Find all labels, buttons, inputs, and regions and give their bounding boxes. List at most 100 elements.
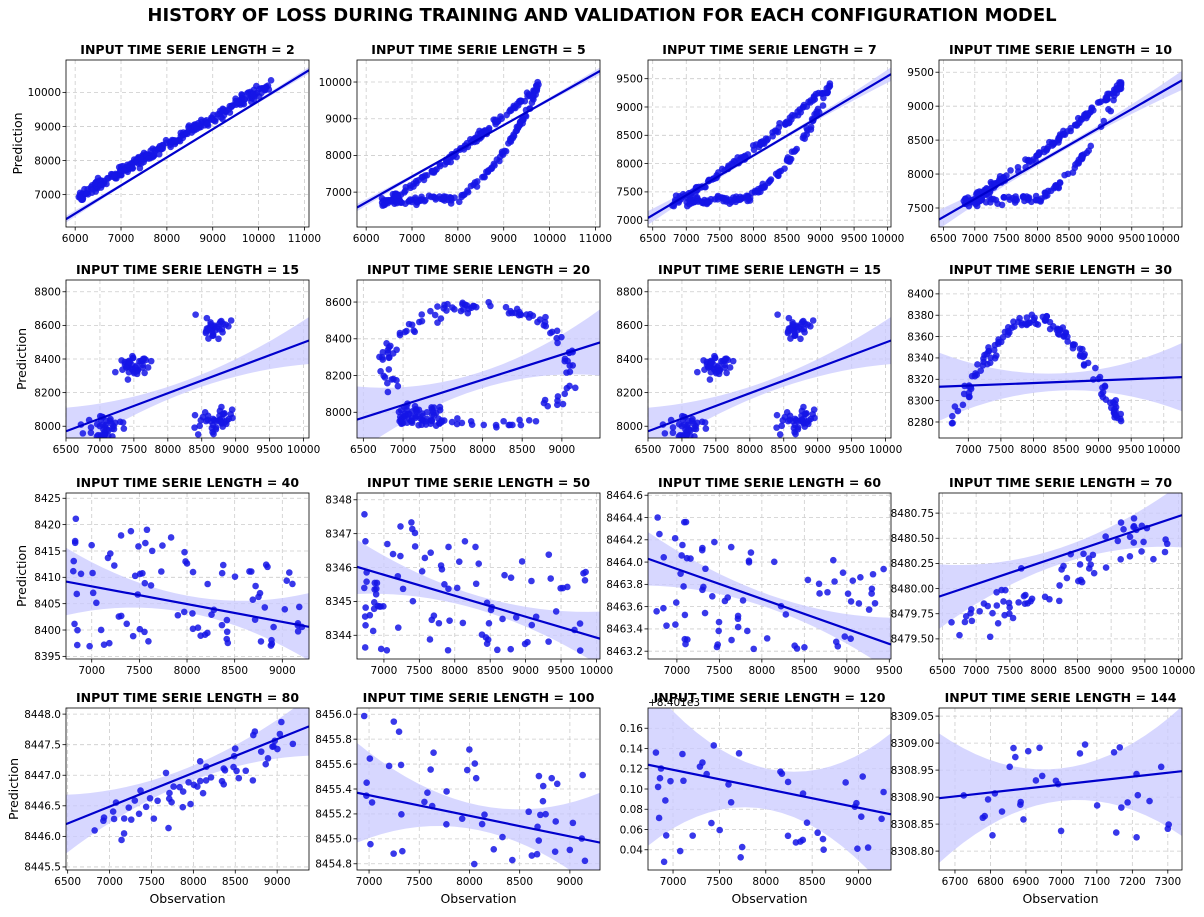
- data-point: [281, 606, 289, 613]
- data-point: [984, 602, 992, 610]
- axes-frame: [938, 492, 1183, 660]
- data-point: [951, 403, 959, 410]
- x-tick-label: 7500: [993, 233, 1020, 245]
- data-point: [444, 646, 452, 654]
- y-tick-label: 8455.0: [315, 834, 352, 846]
- data-point: [518, 558, 526, 565]
- x-tick-label: 7500: [706, 233, 733, 245]
- x-tick-label: 8500: [221, 665, 248, 677]
- data-point: [378, 354, 386, 361]
- x-tick-label: 8000: [752, 876, 779, 888]
- data-point: [847, 598, 855, 605]
- data-point: [180, 608, 188, 616]
- data-point: [100, 426, 107, 433]
- data-point: [671, 534, 679, 542]
- y-tick-label: 8464.4: [606, 512, 643, 524]
- regression-line: [648, 763, 891, 816]
- data-point: [750, 645, 758, 653]
- data-point: [147, 357, 155, 365]
- data-point: [1020, 816, 1027, 823]
- data-point: [805, 420, 812, 428]
- data-point: [800, 403, 807, 411]
- x-tick-label: 10000: [533, 233, 566, 245]
- data-point: [408, 321, 416, 329]
- y-tick-label: 8410: [34, 572, 61, 584]
- subplot: 7000 7500 8000 8500 9000 9500 10000 8280 8300 832…: [907, 262, 1183, 456]
- data-point: [441, 581, 448, 588]
- data-point: [204, 580, 211, 588]
- data-point: [257, 748, 265, 755]
- data-point: [1134, 791, 1142, 799]
- data-point: [539, 782, 547, 790]
- data-point: [502, 303, 510, 311]
- data-point: [126, 358, 134, 366]
- x-tick-label: 7000: [669, 444, 696, 456]
- data-point: [684, 202, 691, 210]
- data-point: [411, 529, 419, 537]
- y-tick-label: 8463.6: [606, 601, 643, 613]
- x-tick-label: 7000: [1048, 876, 1075, 888]
- data-point: [426, 636, 434, 643]
- axes-frame: [65, 492, 310, 660]
- data-point: [167, 143, 174, 151]
- data-point: [824, 89, 831, 96]
- data-point: [223, 420, 230, 428]
- data-point: [1035, 151, 1043, 158]
- data-point: [1014, 318, 1022, 326]
- data-point: [252, 582, 259, 590]
- data-point: [1000, 194, 1008, 201]
- data-point: [1015, 599, 1022, 606]
- data-point: [655, 814, 663, 822]
- y-tick-label: 0.06: [620, 824, 644, 836]
- data-point: [576, 620, 584, 627]
- data-point: [1023, 314, 1031, 321]
- data-point: [418, 173, 426, 181]
- data-point: [553, 334, 561, 342]
- data-point: [181, 548, 188, 556]
- data-point: [185, 123, 192, 131]
- data-point: [167, 534, 175, 541]
- data-point: [446, 194, 454, 201]
- data-point: [487, 165, 495, 172]
- data-point: [1076, 561, 1084, 568]
- data-point: [481, 127, 489, 134]
- data-point: [444, 300, 451, 308]
- data-point: [581, 857, 589, 865]
- data-point: [980, 358, 987, 366]
- y-tick-label: 8346: [325, 562, 352, 574]
- data-point: [135, 810, 143, 818]
- data-point: [87, 424, 95, 431]
- data-point: [381, 374, 389, 381]
- data-point: [660, 604, 667, 612]
- data-point: [360, 712, 368, 720]
- data-point: [1032, 777, 1040, 784]
- y-tick-label: 8480.25: [891, 558, 934, 570]
- data-point: [1075, 577, 1082, 585]
- data-point: [436, 403, 444, 411]
- x-axis-label: Observation: [440, 891, 516, 906]
- data-point: [453, 584, 461, 592]
- data-point: [548, 328, 556, 336]
- x-tick-label: 8000: [154, 233, 181, 245]
- y-tick-label: 8500: [907, 135, 934, 147]
- data-point: [799, 103, 807, 111]
- subplot: 7000 7500 8000 8500 9000 0.04 0.06 0.08 0.10 0.12…: [620, 690, 892, 906]
- data-point: [69, 567, 77, 575]
- data-point: [86, 642, 93, 650]
- data-point: [710, 742, 718, 749]
- regression-line: [648, 339, 891, 433]
- axes-frame: [938, 59, 1183, 228]
- data-point: [880, 788, 887, 796]
- data-point: [412, 194, 419, 202]
- data-point: [680, 777, 687, 785]
- data-point: [243, 90, 251, 97]
- y-tick-label: 8200: [325, 370, 352, 382]
- data-point: [1099, 393, 1107, 401]
- data-point: [191, 424, 198, 431]
- data-point: [260, 85, 268, 93]
- data-point: [781, 121, 789, 128]
- y-tick-label: 0.16: [620, 723, 644, 735]
- subplot: 7000 7500 8000 8500 9000 9500 8463.2 8463.4 8463…: [606, 475, 902, 677]
- data-point: [763, 635, 771, 642]
- data-point: [228, 102, 235, 110]
